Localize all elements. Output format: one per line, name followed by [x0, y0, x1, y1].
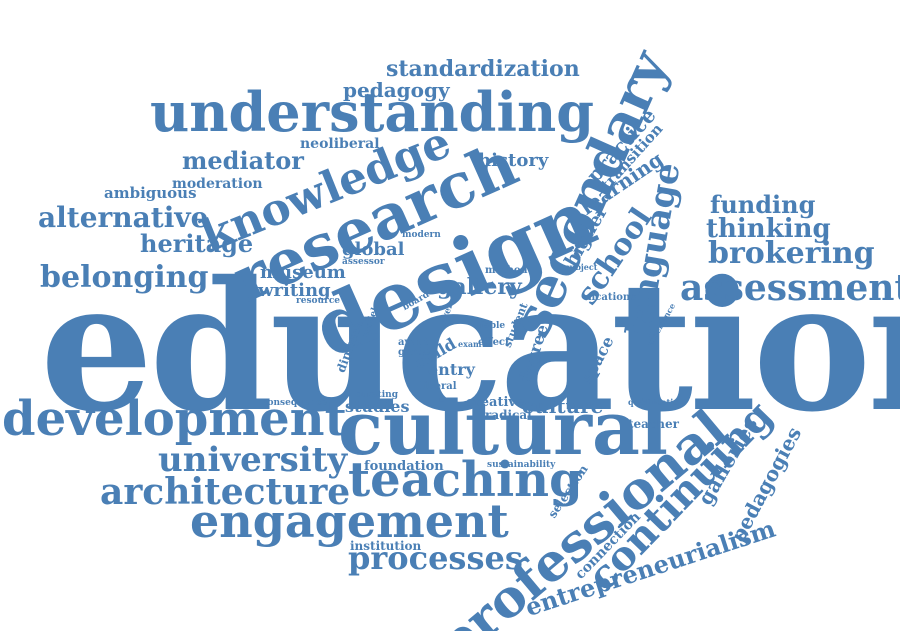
word-university: university: [158, 440, 348, 480]
word-consequence: consequence: [262, 398, 328, 408]
word-effect: effect: [478, 337, 510, 348]
word-gallery: gallery: [437, 274, 522, 300]
word-entry: entry: [428, 360, 475, 379]
word-subject: subject: [565, 262, 598, 272]
word-culture: culture: [522, 394, 604, 418]
word-global: global: [342, 239, 405, 260]
word-foundation: foundation: [364, 459, 444, 474]
word-thinking: thinking: [706, 214, 831, 244]
word-ambiguous: ambiguous: [104, 184, 197, 202]
word-teacher: teacher: [628, 417, 679, 431]
word-standardization: standardization: [386, 56, 580, 82]
word-qualification: qualification: [628, 397, 685, 407]
word-alternative: alternative: [38, 201, 209, 234]
word-radical: radical: [485, 408, 532, 422]
word-processes: processes: [348, 539, 523, 577]
word-moderation: moderation: [172, 176, 263, 192]
word-brokering: brokering: [708, 236, 875, 271]
word-history: history: [478, 150, 549, 171]
word-engagement: engagement: [190, 494, 509, 548]
word-curating: curating: [355, 390, 399, 400]
word-understanding: understanding: [150, 80, 594, 144]
word-avant-garde: avant garde: [398, 337, 431, 358]
word-assessment: assessment: [680, 267, 900, 309]
word-development: development: [2, 391, 347, 447]
word-cultural: cultural: [338, 386, 669, 472]
word-education: education: [40, 242, 900, 451]
word-institution: institution: [350, 539, 422, 553]
word-heritage: heritage: [140, 229, 254, 258]
word-liberal: liberal: [420, 381, 457, 392]
word-museum: museum: [260, 262, 346, 283]
word-fable: fable: [480, 321, 506, 331]
word-assessor: assessor: [342, 257, 385, 267]
word-architecture: architecture: [100, 471, 351, 513]
word-sustainability: sustainability: [487, 460, 556, 470]
word-funding: funding: [710, 190, 816, 219]
word-creative: creative: [466, 395, 525, 410]
word-writing: writing: [258, 280, 331, 301]
word-neoliberal: neoliberal: [300, 136, 380, 152]
word-modern: modern: [402, 230, 441, 240]
word-pedagogy: pedagogy: [343, 78, 450, 102]
word-studies: studies: [345, 397, 410, 416]
word-method: method: [485, 265, 528, 276]
word-mediator: mediator: [182, 146, 304, 175]
word-fications: fications: [588, 292, 636, 303]
word-resource: resource: [296, 296, 341, 306]
word-exam: exam: [458, 339, 482, 349]
word-teaching: teaching: [348, 452, 583, 508]
word-belonging: belonging: [40, 260, 209, 295]
